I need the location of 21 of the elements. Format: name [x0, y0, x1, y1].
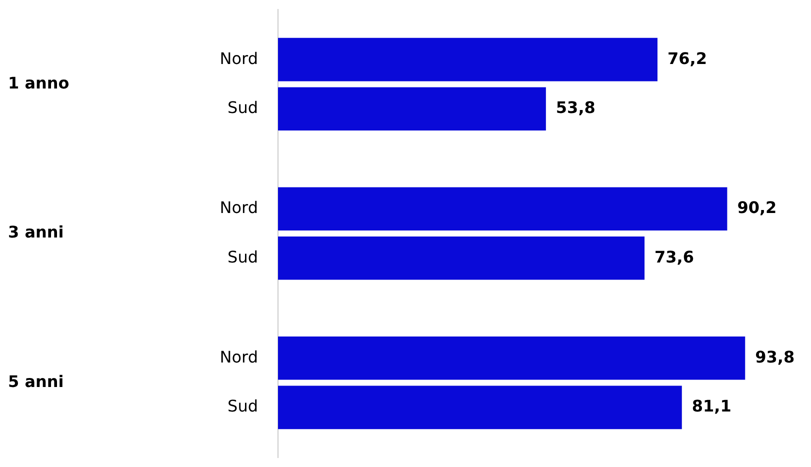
y-tick-label: 1 anno: [8, 73, 70, 92]
y-tick-label: 5 anni: [8, 372, 64, 391]
data-label: 93,8: [755, 347, 795, 366]
data-label: 90,2: [737, 198, 777, 218]
text: Nord: [220, 347, 258, 366]
text: Nord: [220, 198, 258, 218]
bar: [278, 187, 728, 231]
bar: [278, 87, 546, 131]
data-label: 73,6: [654, 247, 694, 266]
text: Sud: [228, 396, 258, 416]
data-label: 53,8: [556, 98, 596, 118]
series-label: Nord: [220, 48, 258, 68]
bar: [278, 336, 746, 380]
series-label: Sud: [228, 98, 258, 118]
y-tick-label: 3 anni: [8, 222, 64, 242]
bar: [278, 236, 645, 280]
bar: [278, 38, 658, 82]
data-label: 76,2: [667, 48, 707, 68]
bar: [278, 386, 682, 430]
data-label: 81,1: [692, 396, 732, 416]
text: Sud: [228, 247, 258, 266]
